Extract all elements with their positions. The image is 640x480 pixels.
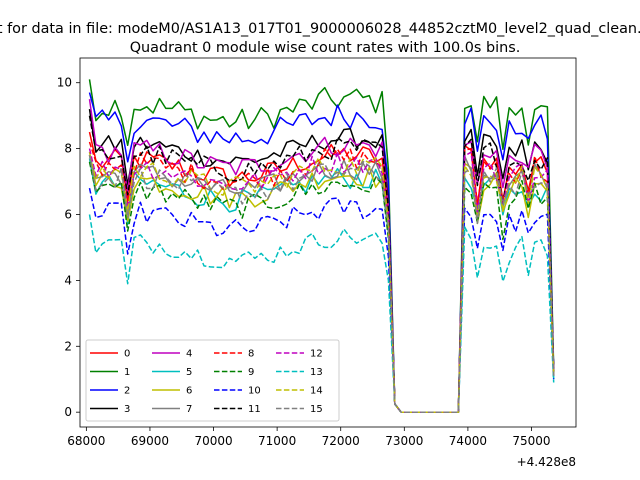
chart-title: Quadrant 0 module wise count rates with … [130, 40, 521, 56]
legend-label-8: 8 [248, 349, 254, 360]
legend-label-2: 2 [124, 386, 130, 397]
figure-suptitle: Plot for data in file: modeM0/AS1A13_017… [0, 21, 640, 37]
series-line-13 [88, 214, 555, 413]
y-tick-label: 0 [64, 405, 72, 419]
y-axis: 0 2 4 6 8 10 [57, 76, 80, 419]
x-tick-label: 75000 [512, 434, 550, 448]
legend-label-7: 7 [186, 404, 192, 415]
series-line-1 [88, 79, 555, 413]
x-tick-label: 68000 [67, 434, 105, 448]
y-tick-label: 10 [57, 76, 72, 90]
y-tick-label: 8 [64, 142, 72, 156]
y-tick-label: 2 [64, 339, 72, 353]
x-tick-label: 74000 [449, 434, 487, 448]
legend-label-12: 12 [310, 349, 323, 360]
series-line-2 [88, 92, 555, 413]
legend-label-1: 1 [124, 367, 130, 378]
legend-label-6: 6 [186, 386, 192, 397]
legend-label-10: 10 [248, 386, 261, 397]
series-line-12 [88, 148, 555, 413]
series-line-11 [88, 115, 555, 413]
x-offset-label: +4.428e8 [517, 455, 576, 469]
plot-frame [79, 57, 577, 428]
x-tick-label: 70000 [194, 434, 232, 448]
x-tick-label: 69000 [131, 434, 169, 448]
legend-label-14: 14 [310, 386, 323, 397]
legend-label-3: 3 [124, 404, 130, 415]
series-line-10 [88, 187, 555, 413]
legend-label-15: 15 [310, 404, 323, 415]
legend-label-9: 9 [248, 367, 254, 378]
x-tick-label: 72000 [322, 434, 360, 448]
legend-frame [85, 339, 340, 422]
series-line-3 [88, 108, 555, 413]
legend-label-4: 4 [186, 349, 192, 360]
x-axis: 68000 69000 70000 71000 72000 73000 74000 75000 [67, 427, 551, 448]
series-line-8 [88, 141, 555, 413]
y-tick-label: 4 [64, 273, 72, 287]
legend-label-0: 0 [124, 349, 130, 360]
legend-label-13: 13 [310, 367, 323, 378]
series-line-15 [88, 155, 555, 413]
y-tick-label: 6 [64, 207, 72, 221]
x-tick-label: 73000 [385, 434, 423, 448]
x-tick-label: 71000 [258, 434, 296, 448]
series-layer [88, 79, 555, 413]
legend-label-5: 5 [186, 367, 192, 378]
legend-label-11: 11 [248, 404, 261, 415]
